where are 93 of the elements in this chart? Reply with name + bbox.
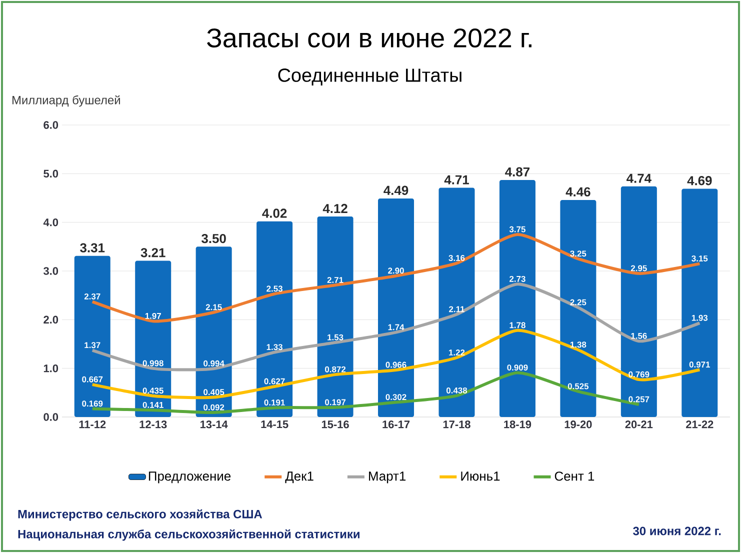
bar xyxy=(560,200,596,417)
text: 30 июня 2022 г. xyxy=(633,526,721,536)
data-label: 1.38 xyxy=(570,342,586,348)
legend-label: Июнь1 xyxy=(461,472,500,481)
bar xyxy=(682,188,718,417)
y-tick-label: 0.0 xyxy=(44,413,58,421)
data-label: 4.46 xyxy=(566,187,590,196)
data-label: 0.872 xyxy=(325,366,346,372)
data-label: 0.438 xyxy=(446,387,468,394)
data-label: 3.25 xyxy=(570,250,586,257)
legend-label: Дек1 xyxy=(285,472,314,484)
data-label: 2.90 xyxy=(388,268,404,274)
y-tick-label: 6.0 xyxy=(44,121,58,129)
data-label: 0.994 xyxy=(204,360,224,366)
data-label: 1.74 xyxy=(388,324,404,330)
x-tick-label: 21-22 xyxy=(686,420,714,428)
data-label: 2.53 xyxy=(266,286,282,292)
data-label: 4.02 xyxy=(262,208,287,218)
data-label: 0.092 xyxy=(204,404,224,410)
data-label: 4.71 xyxy=(444,175,469,184)
legend-label: Март1 xyxy=(369,472,406,484)
data-label: 2.37 xyxy=(84,293,100,300)
bar xyxy=(196,246,232,417)
data-label: 1.97 xyxy=(145,312,161,319)
x-tick-label: 15-16 xyxy=(322,420,349,428)
data-label: 0.435 xyxy=(142,388,164,394)
y-tick-label: 5.0 xyxy=(44,170,58,178)
data-label: 3.16 xyxy=(448,255,465,262)
data-label: 4.69 xyxy=(687,176,712,186)
data-label: 0.971 xyxy=(689,362,710,368)
data-label: 0.769 xyxy=(628,371,650,378)
data-label: 3.75 xyxy=(509,226,526,232)
x-tick-label: 20-21 xyxy=(625,420,653,428)
data-label: 3.21 xyxy=(140,248,166,258)
data-label: 2.11 xyxy=(449,306,464,312)
data-label: 3.31 xyxy=(80,243,105,252)
data-label: 1.37 xyxy=(84,342,100,348)
data-label: 2.71 xyxy=(327,277,344,283)
data-label: 0.966 xyxy=(386,362,406,368)
bar xyxy=(499,180,536,417)
data-label: 4.49 xyxy=(384,186,408,195)
data-label: 2.73 xyxy=(510,276,526,282)
data-label: 1.93 xyxy=(692,314,708,321)
bar xyxy=(438,188,475,417)
data-label: 2.95 xyxy=(630,265,647,272)
text: Министерство сельского хозяйства США xyxy=(18,509,262,521)
data-label: 4.74 xyxy=(626,174,652,183)
x-tick-label: 12-13 xyxy=(140,420,167,428)
legend-label: Предложение xyxy=(148,472,231,484)
data-label: 0.667 xyxy=(82,376,103,382)
x-tick-label: 18-19 xyxy=(504,420,532,428)
chart-subtitle: Соединенные Штаты xyxy=(278,68,462,86)
data-label: 0.627 xyxy=(264,378,285,384)
bar xyxy=(317,216,354,417)
data-label: 1.53 xyxy=(328,334,344,340)
data-label: 1.33 xyxy=(266,344,282,350)
data-label: 0.405 xyxy=(204,389,224,396)
data-label: 0.197 xyxy=(325,399,346,406)
x-tick-label: 14-15 xyxy=(261,420,288,428)
data-label: 0.998 xyxy=(142,360,164,366)
data-label: 2.15 xyxy=(206,304,222,310)
text: Национальная служба сельскохозяйственной статистики xyxy=(18,529,360,541)
bar xyxy=(74,256,110,417)
data-label: 0.525 xyxy=(568,383,589,390)
y-tick-label: 1.0 xyxy=(44,364,58,372)
x-tick-label: 17-18 xyxy=(443,420,470,428)
x-tick-label: 16-17 xyxy=(382,420,410,428)
data-label: 4.12 xyxy=(322,204,348,213)
y-axis-title: Миллиард бушелей xyxy=(12,95,120,107)
legend-label: Сент 1 xyxy=(554,472,594,481)
data-label: 1.22 xyxy=(449,350,465,356)
bar xyxy=(620,186,657,417)
data-label: 0.191 xyxy=(264,400,285,406)
data-label: 0.257 xyxy=(628,396,650,402)
bar xyxy=(256,221,293,417)
data-label: 0.141 xyxy=(142,402,164,408)
data-label: 1.78 xyxy=(510,322,526,328)
data-label: 1.56 xyxy=(631,332,647,339)
y-tick-label: 2.0 xyxy=(44,316,58,324)
chart-title: Запасы сои в июне 2022 г. xyxy=(206,28,532,48)
x-tick-label: 19-20 xyxy=(564,420,592,428)
data-label: 3.15 xyxy=(692,256,708,262)
data-label: 4.87 xyxy=(505,167,530,176)
y-tick-label: 3.0 xyxy=(43,267,58,275)
x-tick-label: 13-14 xyxy=(200,420,228,428)
data-label: 0.302 xyxy=(386,394,406,400)
data-label: 0.909 xyxy=(507,364,528,371)
y-tick-label: 4.0 xyxy=(43,218,58,226)
data-label: 0.169 xyxy=(82,400,103,407)
x-tick-label: 11-12 xyxy=(79,420,106,428)
data-label: 3.50 xyxy=(202,234,226,244)
bar xyxy=(378,198,414,417)
data-label: 2.25 xyxy=(570,299,586,306)
